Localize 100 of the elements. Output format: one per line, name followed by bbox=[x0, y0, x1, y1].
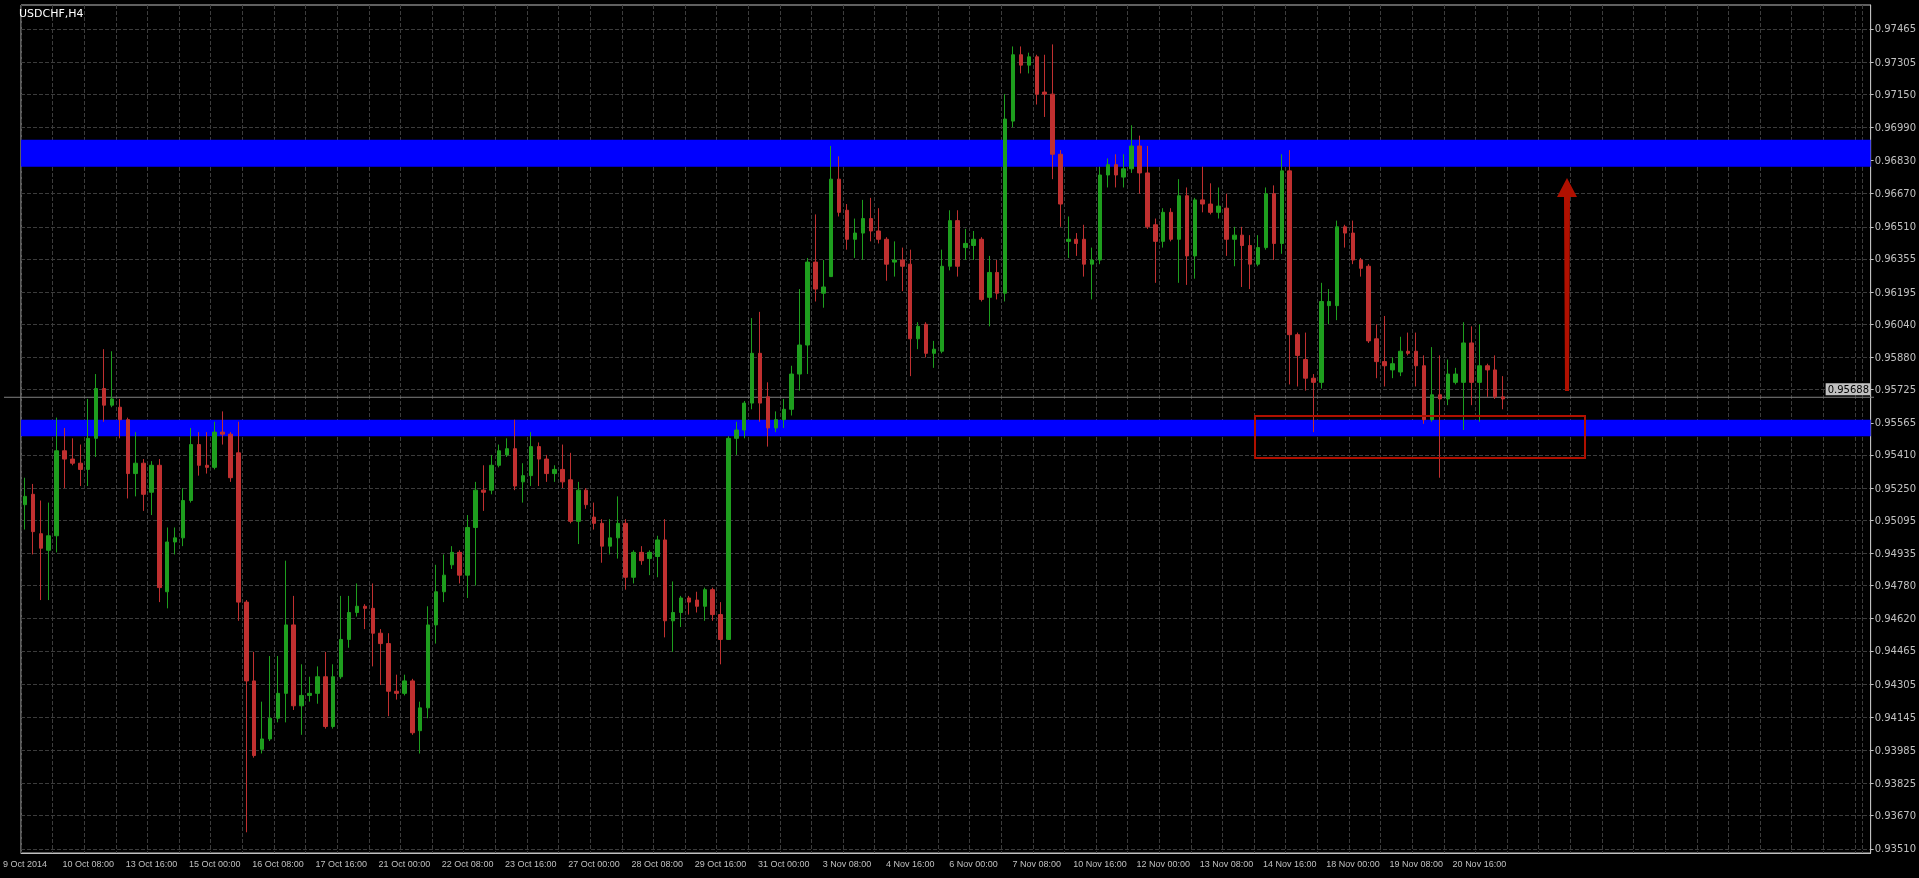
candlestick bbox=[450, 545, 454, 570]
candlestick bbox=[347, 595, 351, 649]
candlestick bbox=[529, 431, 533, 487]
candlestick bbox=[505, 437, 509, 458]
candlestick bbox=[1232, 226, 1237, 267]
candlestick bbox=[1161, 207, 1165, 249]
candlestick bbox=[979, 236, 984, 302]
candlestick bbox=[315, 665, 320, 705]
x-tick-label: 29 Oct 16:00 bbox=[694, 858, 747, 869]
x-tick-label: 17 Oct 16:00 bbox=[315, 858, 367, 869]
candlestick bbox=[331, 663, 335, 730]
candlestick bbox=[102, 348, 106, 423]
candlestick bbox=[805, 257, 810, 375]
y-tick-label: 0.95095 bbox=[1874, 514, 1917, 526]
candlestick bbox=[845, 203, 849, 251]
x-tick-label: 28 Oct 08:00 bbox=[631, 858, 684, 869]
candlestick bbox=[734, 421, 739, 456]
candlestick bbox=[268, 655, 272, 742]
candlestick bbox=[1359, 257, 1363, 278]
candlestick bbox=[774, 410, 778, 433]
candlestick bbox=[1042, 54, 1047, 118]
candlestick bbox=[165, 526, 169, 609]
candlestick bbox=[671, 580, 675, 653]
y-tick-label: 0.93510 bbox=[1874, 843, 1917, 855]
candlestick bbox=[434, 564, 438, 645]
candlestick bbox=[876, 207, 881, 244]
candlestick bbox=[1287, 149, 1292, 385]
candlestick bbox=[173, 526, 177, 555]
candlestick bbox=[568, 452, 573, 524]
candlestick bbox=[608, 518, 612, 555]
x-tick-label: 19 Nov 08:00 bbox=[1389, 858, 1443, 869]
candlestick bbox=[1114, 153, 1118, 188]
x-tick-label: 22 Oct 08:00 bbox=[441, 858, 494, 869]
candlestick bbox=[1477, 323, 1482, 423]
candlestick bbox=[1469, 325, 1474, 406]
candlestick bbox=[1098, 166, 1102, 265]
candlestick bbox=[323, 651, 328, 730]
candlestick bbox=[1311, 373, 1316, 433]
y-tick-label: 0.96040 bbox=[1874, 318, 1917, 330]
y-tick-label: 0.96830 bbox=[1874, 155, 1917, 166]
y-tick-label: 0.96990 bbox=[1874, 121, 1917, 133]
candlestick bbox=[544, 454, 549, 483]
y-tick-label: 0.95880 bbox=[1874, 351, 1917, 363]
candlestick bbox=[1058, 149, 1063, 228]
y-tick-label: 0.95565 bbox=[1874, 417, 1917, 429]
x-tick-label: 6 Nov 00:00 bbox=[949, 858, 998, 869]
candlestick bbox=[1256, 234, 1260, 267]
candlestick bbox=[1366, 263, 1371, 344]
y-tick-label: 0.93825 bbox=[1874, 778, 1917, 790]
candlestick bbox=[244, 599, 249, 833]
candlestick bbox=[86, 398, 90, 487]
candlestick bbox=[284, 560, 288, 723]
candlestick bbox=[394, 674, 399, 701]
candlestick bbox=[766, 381, 770, 448]
candlestick bbox=[797, 288, 802, 392]
candlestick bbox=[1050, 43, 1055, 180]
candlestick bbox=[1374, 323, 1379, 379]
candlestick bbox=[1414, 332, 1418, 387]
candlestick bbox=[276, 655, 280, 723]
candlestick bbox=[1200, 166, 1205, 213]
candlestick bbox=[948, 209, 952, 271]
y-tick-label: 0.94305 bbox=[1874, 678, 1917, 690]
candlestick bbox=[1398, 336, 1403, 377]
y-tick-label: 0.96195 bbox=[1874, 286, 1917, 298]
candlestick bbox=[750, 317, 754, 410]
x-tick-label: 10 Nov 16:00 bbox=[1073, 858, 1127, 869]
candlestick bbox=[355, 582, 359, 618]
candlestick bbox=[1382, 315, 1387, 387]
candlestick bbox=[1035, 54, 1039, 106]
candlestick bbox=[908, 249, 912, 377]
y-tick-label: 0.97150 bbox=[1874, 88, 1917, 100]
candlestick bbox=[963, 228, 968, 261]
candlestick bbox=[623, 518, 628, 591]
candlestick bbox=[1169, 207, 1173, 242]
candlestick bbox=[1066, 215, 1071, 259]
candlestick bbox=[924, 321, 928, 358]
candlestick bbox=[916, 321, 920, 350]
candlestick bbox=[1461, 321, 1466, 431]
candlestick bbox=[892, 240, 897, 278]
x-tick-label: 10 Oct 08:00 bbox=[62, 858, 114, 869]
y-tick-label: 0.94145 bbox=[1874, 711, 1917, 723]
candlestick bbox=[955, 209, 960, 278]
x-tick-label: 31 Oct 00:00 bbox=[758, 858, 810, 869]
candlestick bbox=[1090, 247, 1094, 300]
candlestick bbox=[291, 595, 296, 711]
candlestick bbox=[1106, 157, 1110, 188]
candlestick bbox=[1430, 346, 1434, 423]
candlestick bbox=[1216, 186, 1221, 220]
candlestick bbox=[31, 483, 35, 555]
candlestick bbox=[1121, 153, 1126, 188]
candlestick bbox=[205, 431, 209, 475]
y-tick-label: 0.95250 bbox=[1874, 482, 1917, 494]
x-tick-label: 4 Nov 16:00 bbox=[885, 858, 935, 869]
candlestick bbox=[133, 431, 138, 497]
candlestick bbox=[782, 398, 786, 429]
candlestick bbox=[821, 259, 826, 309]
y-tick-label: 0.97465 bbox=[1874, 23, 1917, 35]
candlestick bbox=[576, 481, 581, 545]
y-tick-label: 0.94780 bbox=[1874, 580, 1917, 592]
candlestick bbox=[39, 500, 43, 601]
